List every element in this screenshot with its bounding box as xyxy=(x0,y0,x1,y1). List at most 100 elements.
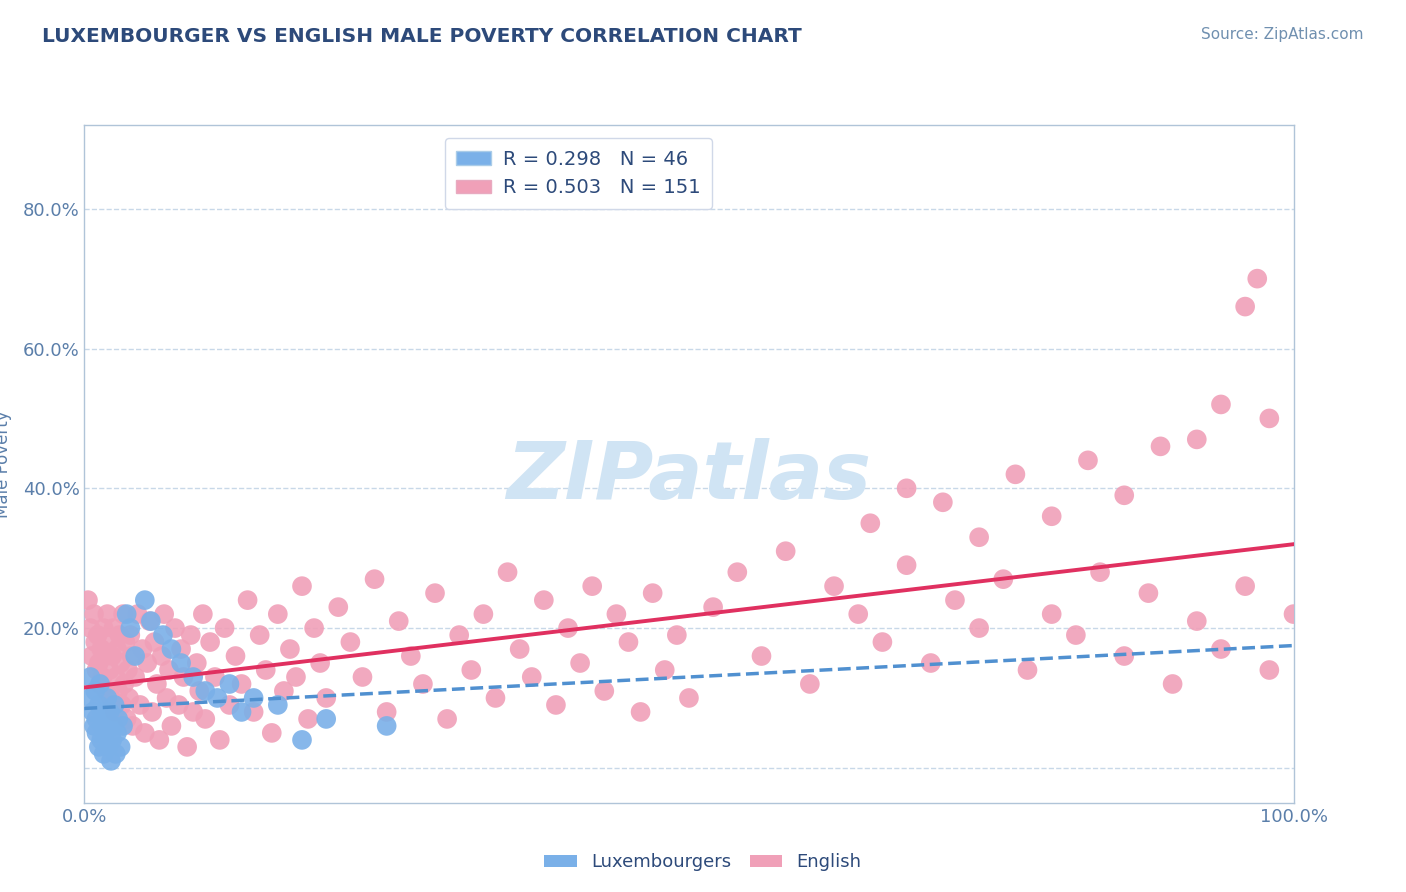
Point xyxy=(150,648,173,663)
Point xyxy=(581,579,603,593)
Point xyxy=(352,670,374,684)
Text: Source: ZipAtlas.com: Source: ZipAtlas.com xyxy=(1201,27,1364,42)
Point xyxy=(460,663,482,677)
Legend: R = 0.298   N = 46, R = 0.503   N = 151: R = 0.298 N = 46, R = 0.503 N = 151 xyxy=(444,138,713,209)
Point xyxy=(91,705,114,719)
Point xyxy=(702,600,724,615)
Point xyxy=(86,726,108,740)
Point xyxy=(1088,565,1111,579)
Point xyxy=(1185,433,1208,447)
Point xyxy=(138,614,160,628)
Y-axis label: Male Poverty: Male Poverty xyxy=(0,410,11,517)
Point xyxy=(375,705,398,719)
Point xyxy=(170,656,193,670)
Point xyxy=(96,690,118,705)
Point xyxy=(112,607,135,621)
Point xyxy=(267,698,290,712)
Point xyxy=(160,719,183,733)
Point xyxy=(654,663,676,677)
Point xyxy=(1017,663,1039,677)
Point xyxy=(146,677,169,691)
Point xyxy=(117,663,139,677)
Point xyxy=(1137,586,1160,600)
Point xyxy=(163,621,186,635)
Point xyxy=(557,621,579,635)
Point xyxy=(87,739,110,754)
Point xyxy=(896,481,918,495)
Point xyxy=(225,648,247,663)
Point xyxy=(315,690,337,705)
Point xyxy=(194,712,217,726)
Point xyxy=(105,726,128,740)
Point xyxy=(191,607,214,621)
Point xyxy=(267,607,290,621)
Point xyxy=(1161,677,1184,691)
Point xyxy=(920,656,942,670)
Point xyxy=(198,635,221,649)
Point xyxy=(134,593,156,607)
Point xyxy=(1004,467,1026,482)
Point xyxy=(176,739,198,754)
Point xyxy=(423,586,446,600)
Point xyxy=(98,663,121,677)
Point xyxy=(1258,663,1281,677)
Point xyxy=(1077,453,1099,467)
Point xyxy=(112,677,135,691)
Point xyxy=(967,530,990,544)
Point xyxy=(449,628,471,642)
Point xyxy=(1282,607,1305,621)
Point xyxy=(104,747,127,761)
Point xyxy=(91,670,114,684)
Point xyxy=(496,565,519,579)
Point xyxy=(155,690,177,705)
Text: LUXEMBOURGER VS ENGLISH MALE POVERTY CORRELATION CHART: LUXEMBOURGER VS ENGLISH MALE POVERTY COR… xyxy=(42,27,801,45)
Point xyxy=(399,648,422,663)
Point xyxy=(846,607,869,621)
Point xyxy=(170,642,193,657)
Point xyxy=(605,607,627,621)
Point xyxy=(100,690,122,705)
Point xyxy=(167,698,190,712)
Point xyxy=(1246,271,1268,285)
Point xyxy=(124,648,146,663)
Point xyxy=(823,579,845,593)
Point xyxy=(254,663,277,677)
Point xyxy=(124,670,146,684)
Point xyxy=(544,698,567,712)
Point xyxy=(872,635,894,649)
Point xyxy=(136,656,159,670)
Point xyxy=(751,648,773,663)
Point xyxy=(86,628,108,642)
Point xyxy=(520,670,543,684)
Point xyxy=(93,747,115,761)
Point xyxy=(799,677,821,691)
Point xyxy=(472,607,495,621)
Point xyxy=(79,690,101,705)
Point xyxy=(932,495,955,509)
Point xyxy=(97,635,120,649)
Point xyxy=(83,719,105,733)
Point xyxy=(1149,439,1171,453)
Point xyxy=(630,705,652,719)
Point xyxy=(1185,614,1208,628)
Point xyxy=(218,698,240,712)
Point xyxy=(284,670,308,684)
Point xyxy=(83,607,105,621)
Point xyxy=(115,607,138,621)
Point xyxy=(80,648,103,663)
Point xyxy=(108,628,131,642)
Point xyxy=(315,712,337,726)
Point xyxy=(143,635,166,649)
Point xyxy=(100,754,122,768)
Point xyxy=(273,684,295,698)
Point xyxy=(121,648,143,663)
Point xyxy=(678,690,700,705)
Point xyxy=(302,621,325,635)
Point xyxy=(129,698,152,712)
Point xyxy=(110,739,132,754)
Legend: Luxembourgers, English: Luxembourgers, English xyxy=(537,847,869,879)
Point xyxy=(593,684,616,698)
Point xyxy=(181,705,204,719)
Point xyxy=(127,607,149,621)
Point xyxy=(103,719,125,733)
